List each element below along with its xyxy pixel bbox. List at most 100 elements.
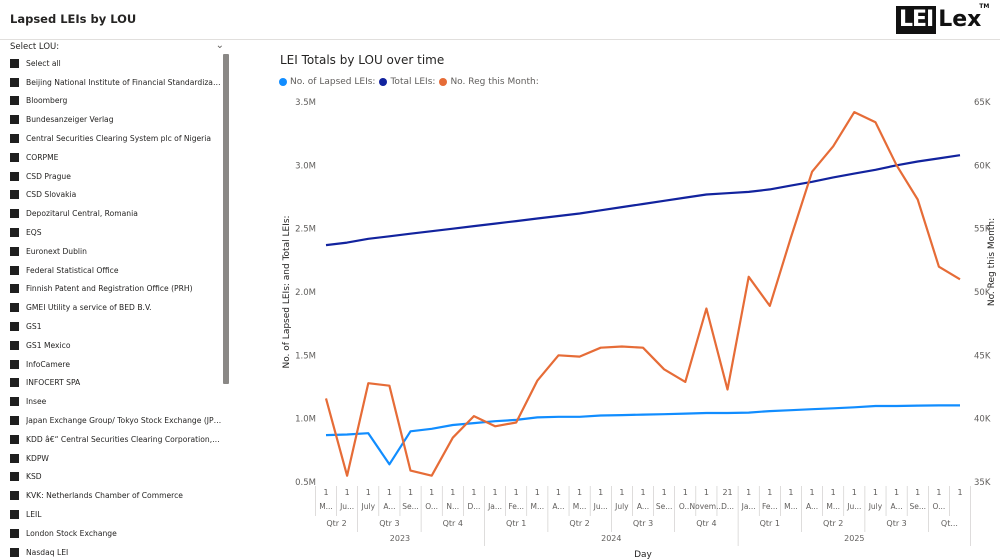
logo-trademark: TM <box>979 3 990 10</box>
slicer-item[interactable]: Finnish Patent and Registration Office (… <box>10 280 222 299</box>
checkbox-icon[interactable] <box>10 209 19 219</box>
slicer-item-label: Select all <box>26 58 61 68</box>
checkbox-icon[interactable] <box>10 472 19 482</box>
slicer-item[interactable]: GS1 Mexico <box>10 336 222 355</box>
x-day-label: 1 <box>683 488 688 497</box>
page-title: Lapsed LEIs by LOU <box>10 12 137 26</box>
x-day-label: 1 <box>345 488 350 497</box>
slicer-item[interactable]: INFOCERT SPA <box>10 374 222 393</box>
x-day-label: 1 <box>915 488 920 497</box>
x-quarter-label: Qtr 2 <box>569 519 589 528</box>
checkbox-icon[interactable] <box>10 397 19 407</box>
slicer-item[interactable]: GS1 <box>10 317 222 336</box>
x-day-label: 1 <box>936 488 941 497</box>
slicer-item[interactable]: CSD Slovakia <box>10 186 222 205</box>
logo-text: Lex <box>938 7 982 32</box>
y-right-tick-label: 65K <box>974 98 991 108</box>
legend-label: No. of Lapsed LEIs: <box>290 77 376 87</box>
logo-mark: LEI <box>896 6 937 34</box>
x-day-label: 1 <box>619 488 624 497</box>
legend-dot-icon <box>439 78 448 86</box>
series-line <box>324 110 961 477</box>
slicer-item[interactable]: Select all <box>10 54 222 73</box>
y-tick-label: 3.0M <box>295 161 316 171</box>
checkbox-icon[interactable] <box>10 528 19 538</box>
slicer-item[interactable]: KDD â€“ Central Securities Clearing Corp… <box>10 430 222 449</box>
checkbox-icon[interactable] <box>10 77 19 87</box>
x-month-label: Se... <box>909 502 926 511</box>
checkbox-icon[interactable] <box>10 378 19 388</box>
slicer-item[interactable]: Insee <box>10 392 222 411</box>
checkbox-icon[interactable] <box>10 416 19 426</box>
slicer-item-label: INFOCERT SPA <box>26 378 81 388</box>
x-month-label: O... <box>425 502 438 511</box>
x-day-label: 1 <box>577 488 582 497</box>
checkbox-icon[interactable] <box>10 510 19 520</box>
x-day-label: 1 <box>471 488 476 497</box>
x-axis-title: Day <box>634 550 652 560</box>
slicer-scrollbar[interactable] <box>223 54 229 384</box>
slicer-item[interactable]: InfoCamere <box>10 355 222 374</box>
checkbox-icon[interactable] <box>10 190 19 200</box>
slicer-item[interactable]: Euronext Dublin <box>10 242 222 261</box>
slicer-item[interactable]: KVK: Netherlands Chamber of Commerce <box>10 486 222 505</box>
legend-dot-icon <box>279 78 287 86</box>
slicer-item[interactable]: Bloomberg <box>10 92 222 111</box>
checkbox-icon[interactable] <box>10 322 19 332</box>
checkbox-icon[interactable] <box>10 115 19 125</box>
slicer-item[interactable]: CORPME <box>10 148 222 167</box>
checkbox-icon[interactable] <box>10 303 19 313</box>
legend-item[interactable]: No. of Lapsed LEIs: <box>279 77 375 87</box>
checkbox-icon[interactable] <box>10 265 19 275</box>
slicer-item[interactable]: GMEI Utility a service of BED B.V. <box>10 298 222 317</box>
checkbox-icon[interactable] <box>10 96 19 106</box>
chevron-down-icon[interactable]: ⌄ <box>215 40 224 51</box>
x-day-label: 1 <box>598 488 603 497</box>
slicer-item[interactable]: London Stock Exchange <box>10 524 222 543</box>
slicer-item[interactable]: LEIL <box>10 505 222 524</box>
y-right-tick-label: 45K <box>974 351 991 361</box>
checkbox-icon[interactable] <box>10 246 19 256</box>
checkbox-icon[interactable] <box>10 453 19 463</box>
checkbox-icon[interactable] <box>10 359 19 369</box>
x-month-label: A... <box>891 502 903 511</box>
legend-item[interactable]: No. Reg this Month: <box>439 77 539 87</box>
legend-item[interactable]: Total LEIs: <box>379 77 435 87</box>
slicer-item[interactable]: Nasdaq LEI <box>10 543 222 560</box>
slicer-item[interactable]: Bundesanzeiger Verlag <box>10 110 222 129</box>
leilex-logo: LEI Lex TM <box>896 3 989 36</box>
x-month-label: Ja... <box>487 502 502 511</box>
x-quarter-label: Qtr 2 <box>823 519 843 528</box>
slicer-item[interactable]: KDPW <box>10 449 222 468</box>
slicer-item[interactable]: KSD <box>10 468 222 487</box>
checkbox-icon[interactable] <box>10 171 19 181</box>
checkbox-icon[interactable] <box>10 340 19 350</box>
slicer-item[interactable]: Depozitarul Central, Romania <box>10 204 222 223</box>
slicer-item[interactable]: Japan Exchange Group/ Tokyo Stock Exchan… <box>10 411 222 430</box>
slicer-item[interactable]: Beijing National Institute of Financial … <box>10 73 222 92</box>
slicer-item[interactable]: Federal Statistical Office <box>10 261 222 280</box>
slicer-item[interactable]: EQS <box>10 223 222 242</box>
checkbox-icon[interactable] <box>10 228 19 238</box>
checkbox-icon[interactable] <box>10 284 19 294</box>
x-month-label: D... <box>721 502 734 511</box>
checkbox-icon[interactable] <box>10 434 19 444</box>
checkbox-icon[interactable] <box>10 152 19 162</box>
slicer-item-label: Insee <box>26 397 47 407</box>
x-day-label: 1 <box>556 488 561 497</box>
checkbox-icon[interactable] <box>10 58 19 68</box>
x-month-label: O... <box>679 502 692 511</box>
slicer-list: Select all Beijing National Institute of … <box>10 54 222 560</box>
x-quarter-label: Qtr 4 <box>696 519 716 528</box>
x-day-label: 1 <box>957 488 962 497</box>
slicer-item-label: CORPME <box>26 152 59 162</box>
x-quarter-label: Qtr 4 <box>443 519 463 528</box>
checkbox-icon[interactable] <box>10 547 19 557</box>
slicer-item[interactable]: CSD Prague <box>10 167 222 186</box>
slicer-item[interactable]: Central Securities Clearing System plc o… <box>10 129 222 148</box>
x-month-label: A... <box>383 502 395 511</box>
checkbox-icon[interactable] <box>10 491 19 501</box>
checkbox-icon[interactable] <box>10 134 19 144</box>
slicer-header[interactable]: Select LOU: ⌄ <box>10 40 224 56</box>
chart-title: LEI Totals by LOU over time <box>280 53 445 67</box>
